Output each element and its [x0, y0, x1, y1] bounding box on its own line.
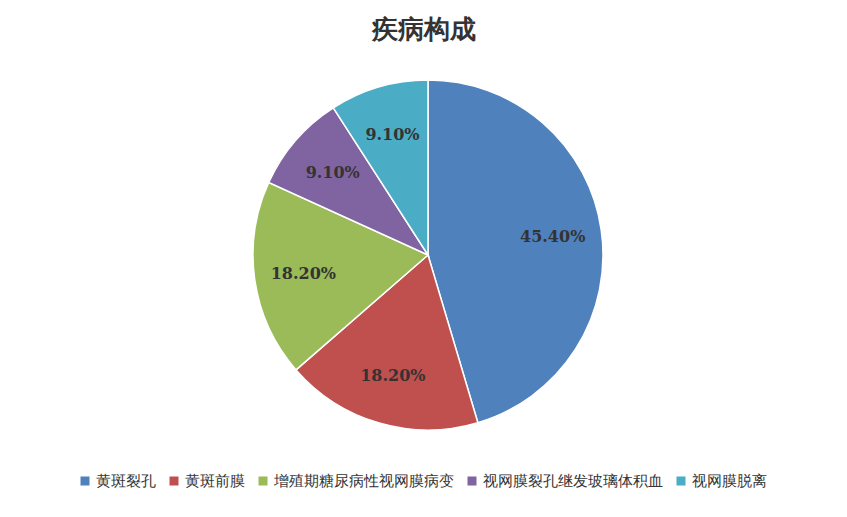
data-label: 9.10%: [365, 125, 419, 144]
data-label: 45.40%: [520, 227, 585, 246]
legend-swatch: [81, 477, 90, 486]
legend-label: 增殖期糖尿病性视网膜病变: [273, 472, 454, 490]
legend-swatch: [468, 477, 477, 486]
legend-label: 黄斑前膜: [185, 472, 245, 490]
legend-item: 增殖期糖尿病性视网膜病变: [259, 472, 454, 490]
pie-group: [253, 80, 603, 430]
legend: 黄斑裂孔 黄斑前膜 增殖期糖尿病性视网膜病变 视网膜裂孔继发玻璃体积血 视网膜脱离: [81, 472, 767, 490]
legend-item: 视网膜脱离: [677, 472, 767, 490]
legend-label: 视网膜脱离: [692, 472, 767, 490]
chart-root: 疾病构成 45.40% 18.20% 18.20% 9.10% 9.10% 黄斑裂孔 黄斑前膜…: [0, 0, 847, 517]
legend-label: 视网膜裂孔继发玻璃体积血: [483, 472, 663, 490]
data-labels: 45.40% 18.20% 18.20% 9.10% 9.10%: [271, 125, 586, 386]
legend-item: 黄斑裂孔: [81, 472, 156, 490]
legend-label: 黄斑裂孔: [96, 472, 156, 490]
data-label: 18.20%: [360, 366, 425, 385]
legend-item: 视网膜裂孔继发玻璃体积血: [468, 472, 663, 490]
data-label: 18.20%: [271, 264, 336, 283]
chart-title: 疾病构成: [371, 14, 476, 44]
legend-item: 黄斑前膜: [170, 472, 245, 490]
legend-swatch: [259, 477, 268, 486]
legend-swatch: [170, 477, 179, 486]
legend-swatch: [677, 477, 686, 486]
data-label: 9.10%: [306, 163, 360, 182]
